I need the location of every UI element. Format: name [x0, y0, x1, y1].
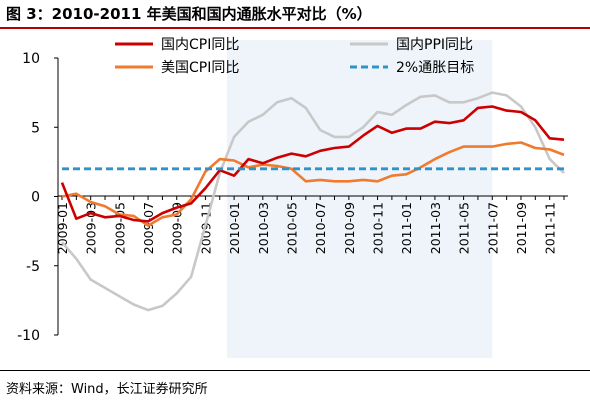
- series-layer: [60, 91, 565, 312]
- x-tick-label: 2011-01: [399, 202, 414, 254]
- y-tick-label: 0: [31, 190, 40, 206]
- x-tick-label: 2010-05: [284, 202, 299, 254]
- x-tick-label: 2011-07: [485, 202, 500, 254]
- legend-label-china-ppi: 国内PPI同比: [396, 37, 473, 53]
- x-tick-label: 2010-07: [313, 202, 328, 254]
- y-tick-label: -5: [26, 259, 40, 275]
- x-tick-label: 2009-01: [55, 202, 70, 254]
- source-rule: [0, 370, 590, 371]
- legend-label-us-cpi: 美国CPI同比: [161, 60, 239, 76]
- x-tick-label: 2009-03: [84, 202, 99, 254]
- source-note: 资料来源：Wind，长江证券研究所: [6, 382, 208, 397]
- y-tick-label: 5: [31, 120, 40, 136]
- y-tick-label: 10: [22, 51, 40, 67]
- series-line-china-cpi: [60, 105, 565, 223]
- x-tick-label: 2010-11: [371, 202, 386, 254]
- series-line-china-ppi: [61, 91, 565, 312]
- x-tick-label: 2011-09: [514, 202, 529, 254]
- x-tick-label: 2009-05: [112, 202, 127, 254]
- legend-label-target: 2%通胀目标: [396, 60, 474, 76]
- x-tick-label: 2011-11: [543, 202, 558, 254]
- series-line-us-cpi: [61, 141, 565, 227]
- chart-title: 图 3：2010-2011 年美国和国内通胀水平对比（%）: [6, 5, 372, 23]
- shaded-period: [226, 40, 493, 358]
- x-tick-label: 2011-05: [457, 202, 472, 254]
- x-tick-label: 2010-01: [227, 202, 242, 254]
- shaded-region-layer: [226, 40, 493, 358]
- legend-label-china-cpi: 国内CPI同比: [161, 37, 239, 53]
- x-tick-label: 2010-03: [256, 202, 271, 254]
- y-tick-label: -10: [17, 328, 40, 344]
- x-tick-label: 2010-09: [342, 202, 357, 254]
- title-rule: [0, 27, 590, 29]
- x-tick-label: 2011-03: [428, 202, 443, 254]
- x-tick-label: 2009-07: [141, 202, 156, 254]
